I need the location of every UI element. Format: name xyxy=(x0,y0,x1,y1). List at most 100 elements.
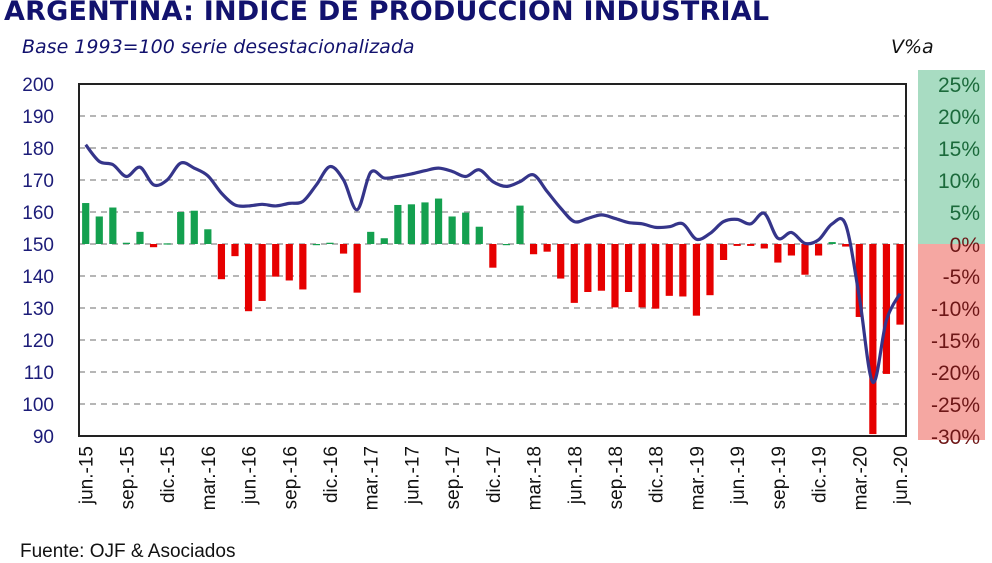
bar xyxy=(489,244,496,268)
right-tick-label: -25% xyxy=(931,394,980,417)
bar xyxy=(272,244,279,277)
bar xyxy=(516,206,523,244)
right-tick-label: -30% xyxy=(931,426,980,449)
x-tick-label: jun.-15 xyxy=(77,446,98,505)
bar xyxy=(639,244,646,307)
left-tick-label: 160 xyxy=(22,203,54,224)
x-tick-label: jun.-17 xyxy=(402,446,423,505)
x-tick-label: sep.-15 xyxy=(117,446,138,509)
left-tick-label: 120 xyxy=(22,331,54,352)
bar xyxy=(449,216,456,244)
right-tick-label: 20% xyxy=(938,106,980,129)
left-tick-label: 190 xyxy=(22,107,54,128)
left-tick-label: 150 xyxy=(22,235,54,256)
x-tick-label: sep.-18 xyxy=(606,446,627,509)
bar xyxy=(231,244,238,256)
bar xyxy=(381,238,388,244)
right-tick-label: -10% xyxy=(931,298,980,321)
bar xyxy=(652,244,659,309)
x-tick-label: mar.-19 xyxy=(687,446,708,510)
bar xyxy=(313,244,320,245)
x-tick-label: mar.-16 xyxy=(199,446,220,510)
bar xyxy=(259,244,266,301)
right-tick-label: -5% xyxy=(943,266,980,289)
bar xyxy=(218,244,225,279)
bar xyxy=(584,244,591,292)
x-tick-label: mar.-17 xyxy=(362,446,383,510)
bar xyxy=(394,205,401,244)
x-tick-label: jun.-20 xyxy=(891,446,912,505)
bar xyxy=(109,208,116,244)
bar xyxy=(815,244,822,256)
x-tick-label: dic.-17 xyxy=(484,446,505,503)
bar xyxy=(869,244,876,434)
bar xyxy=(883,244,890,374)
x-tick-label: dic.-19 xyxy=(810,446,831,503)
bar xyxy=(299,244,306,289)
left-tick-label: 130 xyxy=(22,299,54,320)
bar xyxy=(747,244,754,246)
bar xyxy=(761,244,768,248)
bar xyxy=(421,202,428,244)
bar xyxy=(693,244,700,316)
bar xyxy=(82,203,89,244)
x-tick-label: dic.-16 xyxy=(321,446,342,503)
bar xyxy=(734,244,741,246)
x-tick-label: mar.-18 xyxy=(525,446,546,510)
left-tick-label: 140 xyxy=(22,267,54,288)
left-tick-label: 90 xyxy=(33,427,54,448)
right-tick-label: 10% xyxy=(938,170,980,193)
source-note: Fuente: OJF & Asociados xyxy=(20,541,235,563)
bar xyxy=(340,244,347,254)
bar xyxy=(625,244,632,292)
bar xyxy=(326,243,333,244)
x-tick-label: sep.-16 xyxy=(280,446,301,509)
bar xyxy=(611,244,618,307)
bar xyxy=(462,213,469,244)
right-tick-label: -15% xyxy=(931,330,980,353)
bar xyxy=(706,244,713,295)
bar xyxy=(829,242,836,244)
bar xyxy=(408,204,415,244)
bar xyxy=(801,244,808,275)
bar xyxy=(96,216,103,244)
bar xyxy=(544,244,551,252)
bar xyxy=(177,212,184,244)
bar xyxy=(245,244,252,311)
x-tick-label: dic.-15 xyxy=(158,446,179,503)
bar xyxy=(788,244,795,256)
bar xyxy=(503,244,510,245)
x-tick-label: jun.-16 xyxy=(240,446,261,505)
x-tick-label: sep.-17 xyxy=(443,446,464,509)
left-tick-label: 170 xyxy=(22,171,54,192)
bar xyxy=(896,244,903,325)
bar xyxy=(679,244,686,296)
bar xyxy=(774,244,781,263)
left-tick-label: 180 xyxy=(22,139,54,160)
x-tick-label: dic.-18 xyxy=(647,446,668,503)
left-tick-label: 110 xyxy=(24,363,54,384)
bar xyxy=(666,244,673,296)
bar xyxy=(598,244,605,291)
left-tick-label: 200 xyxy=(22,75,54,96)
bar xyxy=(367,232,374,244)
x-tick-label: jun.-19 xyxy=(728,446,749,505)
right-tick-label: 5% xyxy=(950,202,980,225)
x-tick-label: mar.-20 xyxy=(850,446,871,510)
bar xyxy=(164,243,171,244)
right-tick-label: 15% xyxy=(938,138,980,161)
bar xyxy=(530,244,537,254)
x-tick-label: jun.-18 xyxy=(565,446,586,505)
x-tick-label: sep.-19 xyxy=(769,446,790,509)
bar xyxy=(204,229,211,244)
bar xyxy=(354,244,361,293)
bar xyxy=(150,244,157,247)
right-tick-label: 25% xyxy=(938,74,980,97)
bar xyxy=(557,244,564,279)
bar xyxy=(720,244,727,260)
bar xyxy=(476,227,483,244)
right-tick-label: 0% xyxy=(950,234,980,257)
bar xyxy=(842,244,849,247)
bar xyxy=(191,211,198,244)
